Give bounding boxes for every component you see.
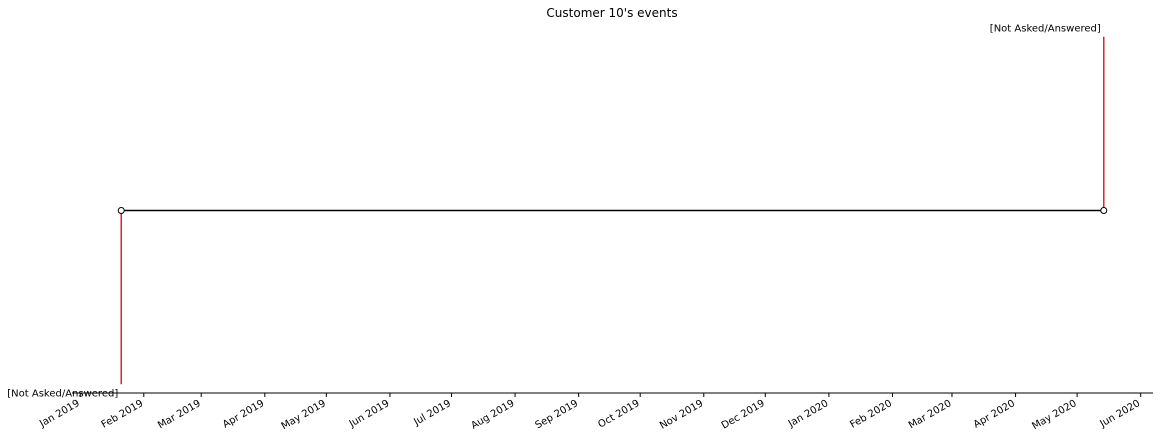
x-tick-label: Apr 2020: [972, 398, 1017, 430]
x-tick-label: Jan 2020: [786, 398, 831, 430]
event-label: [Not Asked/Answered]: [990, 24, 1101, 35]
x-tick-label: Apr 2019: [221, 398, 266, 430]
x-tick-label: Jan 2019: [37, 398, 82, 430]
x-tick-label: May 2020: [1030, 398, 1078, 432]
x-tick-label: Feb 2020: [848, 398, 894, 431]
event-label: [Not Asked/Answered]: [7, 388, 118, 399]
event-marker: [117, 207, 125, 214]
x-tick-label: Sep 2019: [534, 398, 581, 431]
event-marker: [1100, 207, 1108, 214]
x-tick-label: Mar 2019: [156, 398, 203, 431]
x-tick-label: May 2019: [280, 398, 328, 432]
x-tick-label: Nov 2019: [658, 398, 705, 432]
x-tick-label: Feb 2019: [100, 398, 146, 431]
x-tick-label: Oct 2019: [596, 398, 641, 430]
x-tick-label: Dec 2019: [720, 398, 767, 432]
x-tick-label: Mar 2020: [907, 398, 954, 431]
x-tick-label: Jun 2019: [347, 398, 392, 430]
x-tick-label: Jul 2019: [411, 398, 453, 428]
x-tick-label: Aug 2019: [469, 398, 516, 432]
x-tick-label: Jun 2020: [1097, 398, 1142, 430]
chart-title: Customer 10's events: [546, 6, 677, 20]
